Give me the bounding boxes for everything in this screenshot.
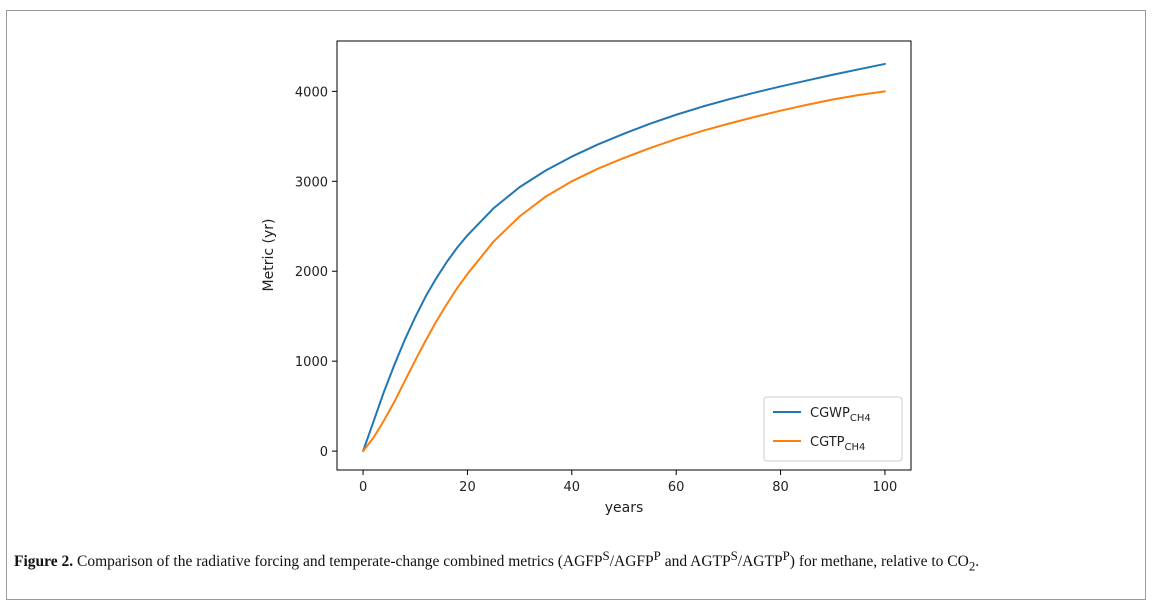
x-tick-label: 40 [564, 480, 581, 495]
legend-label-cgwp: CGWPCH4 [810, 406, 871, 424]
x-tick-label: 80 [772, 480, 789, 495]
caption-text-6: . [975, 553, 980, 571]
caption-sub-1: 2 [968, 558, 976, 574]
legend-label-cgwp-main: CGWP [810, 406, 850, 421]
y-tick-label: 2000 [295, 265, 328, 280]
y-tick-label: 0 [320, 445, 328, 460]
figure-frame [6, 10, 1146, 600]
y-tick-label: 4000 [295, 85, 328, 100]
legend-label-cgtp-sub: CH4 [844, 442, 865, 453]
plot-area-border [336, 40, 912, 471]
caption-sup-3: S [730, 548, 738, 563]
y-tick-label: 1000 [295, 355, 328, 370]
x-axis-title: years [605, 500, 644, 516]
series-line-cgwp [362, 62, 886, 453]
caption-text-5: ) for methane, relative to CO [789, 553, 969, 571]
figure-caption: Figure 2. Comparison of the radiative fo… [14, 546, 1134, 575]
caption-sup-2: P [653, 548, 661, 563]
caption-text-4: /AGTP [737, 553, 783, 571]
y-tick-label: 3000 [295, 175, 328, 190]
legend-label-cgtp-main: CGTP [810, 435, 845, 450]
series-line-cgtp [362, 90, 886, 453]
legend: CGWPCH4 CGTPCH4 [763, 396, 903, 462]
x-tick-label: 100 [872, 480, 897, 495]
caption-text-1: Comparison of the radiative forcing and … [73, 553, 603, 571]
caption-text-2: /AGFP [609, 553, 654, 571]
caption-sup-4: P [782, 548, 790, 563]
caption-text-3: and AGTP [660, 553, 731, 571]
legend-label-cgtp: CGTPCH4 [810, 435, 865, 453]
y-axis-title: Metric (yr) [261, 219, 277, 292]
x-tick-label: 20 [459, 480, 476, 495]
legend-label-cgwp-sub: CH4 [850, 413, 871, 424]
x-tick-label: 0 [359, 480, 367, 495]
x-tick-label: 60 [668, 480, 685, 495]
caption-label: Figure 2. [14, 553, 74, 571]
caption-sup-1: S [602, 548, 610, 563]
